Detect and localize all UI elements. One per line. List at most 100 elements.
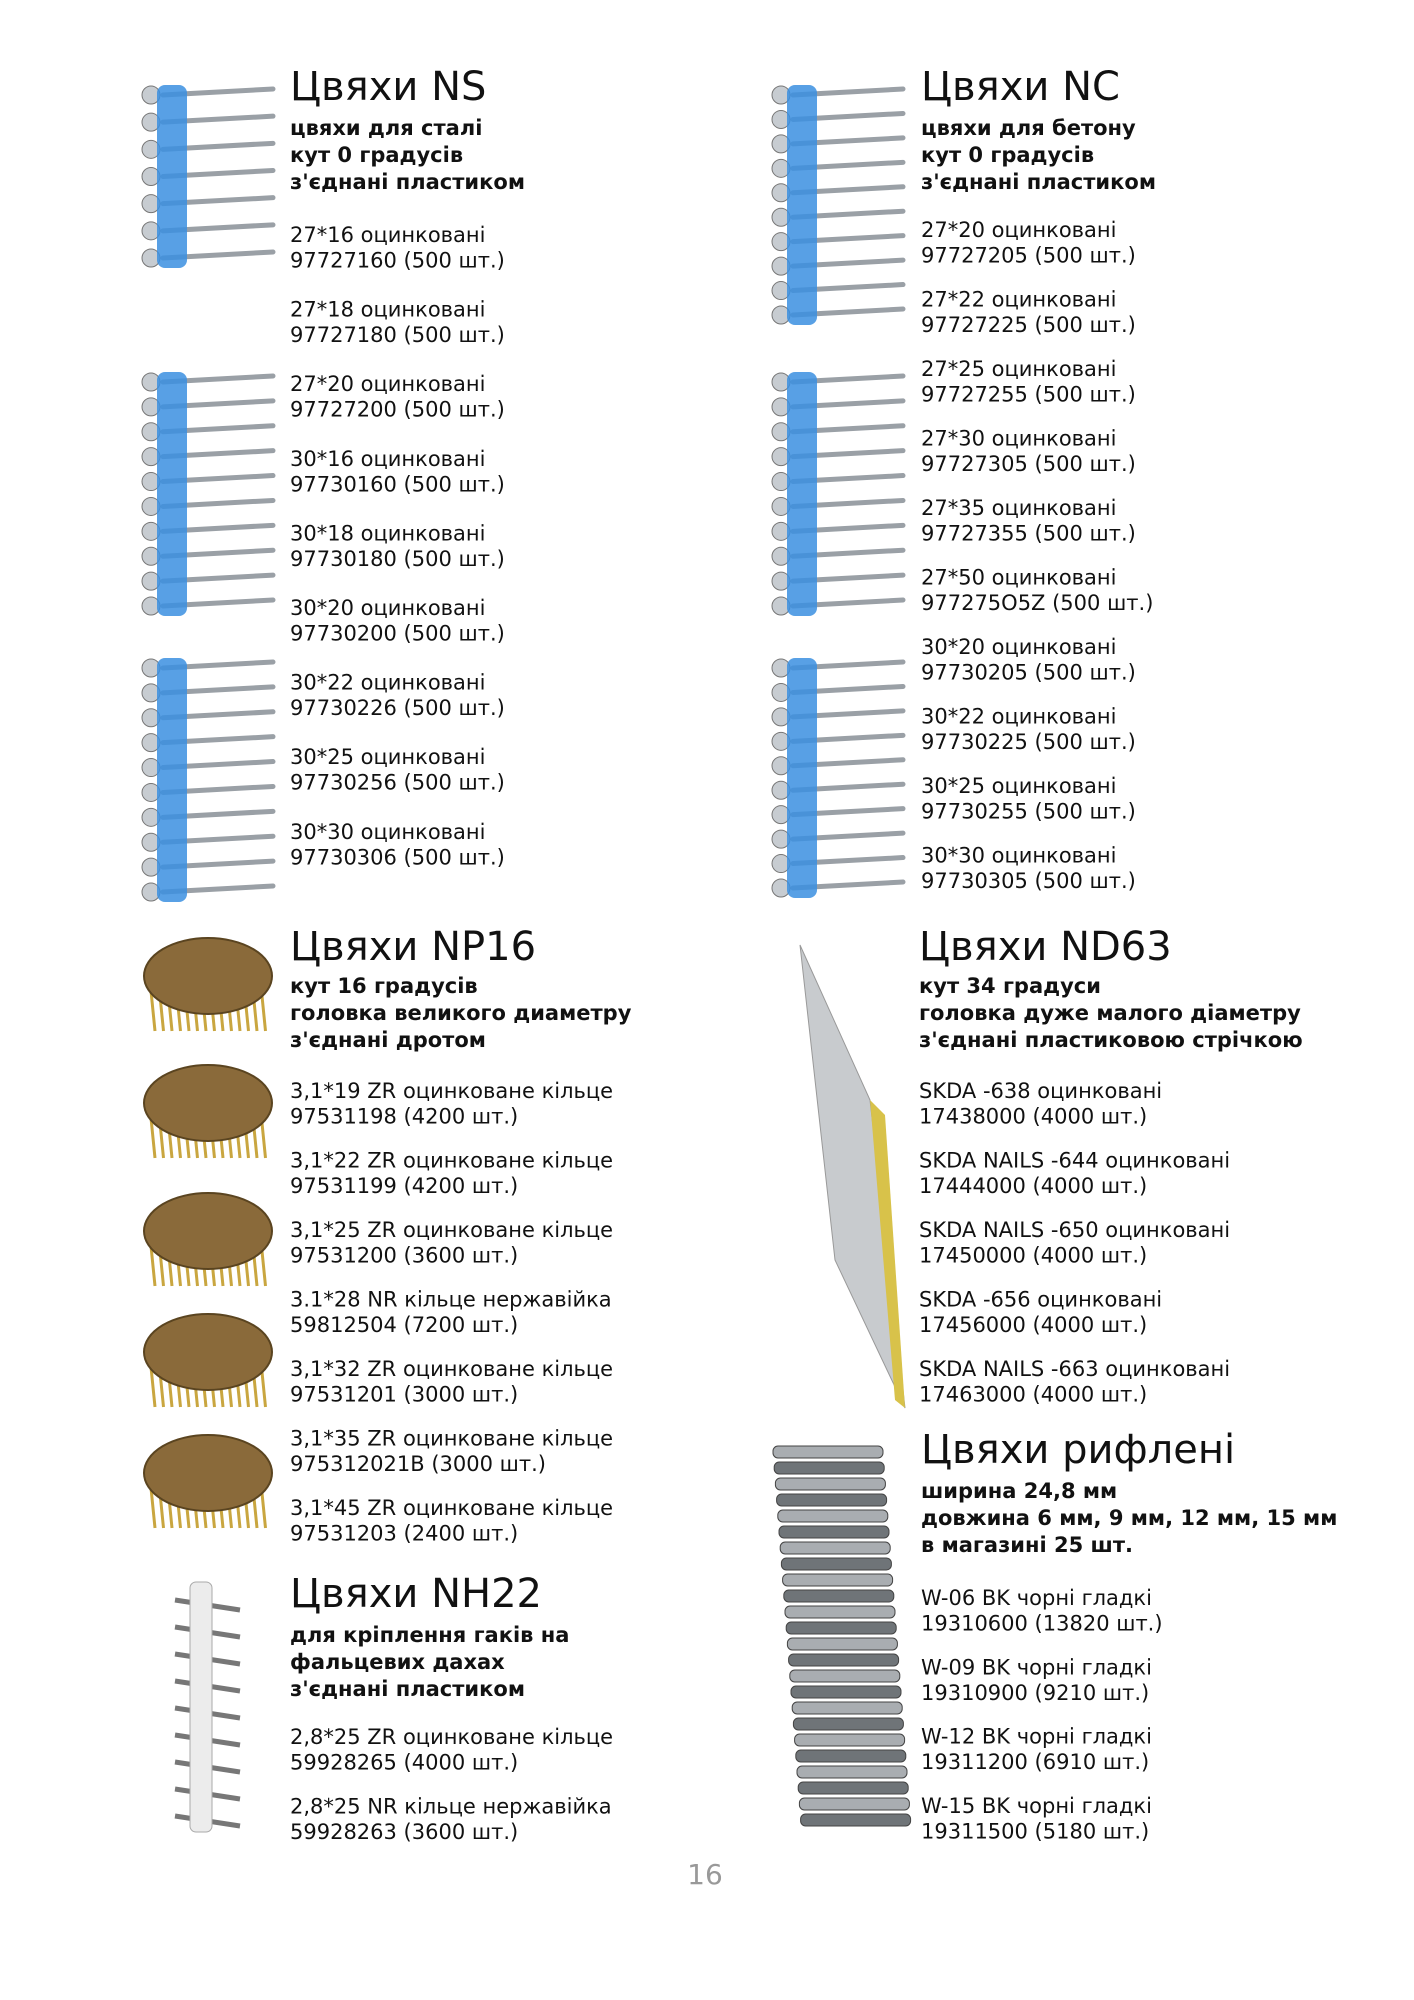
item-name: 27*16 оцинковані xyxy=(290,223,485,247)
coil xyxy=(143,937,273,1015)
item-name: 30*25 оцинковані xyxy=(290,745,485,769)
item-code: 97531203 (2400 шт.) xyxy=(290,1522,518,1546)
item-name: 3,1*32 ZR оцинковане кільце xyxy=(290,1357,613,1381)
item-name: 2,8*25 NR кільце нержавійка xyxy=(290,1794,612,1818)
item-name: 27*35 оцинковані xyxy=(921,496,1116,520)
staple xyxy=(774,1477,886,1491)
staple xyxy=(785,1621,897,1635)
staple xyxy=(780,1557,892,1571)
section-title: Цвяхи NH22 xyxy=(290,1571,542,1617)
item-name: 3,1*22 ZR оцинковане кільце xyxy=(290,1149,613,1173)
section-description: кут 0 градусів xyxy=(290,143,463,167)
section-title: Цвяхи рифлені xyxy=(921,1427,1235,1473)
section-description: з'єднані пластиком xyxy=(290,1677,525,1701)
item-name: 30*20 оцинковані xyxy=(921,635,1116,659)
staple xyxy=(772,1445,884,1459)
staple xyxy=(776,1493,888,1507)
item-code: 19310900 (9210 шт.) xyxy=(921,1681,1149,1705)
section-description: фальцевих дахах xyxy=(290,1650,505,1674)
item-code: 97727225 (500 шт.) xyxy=(921,313,1136,337)
item-code: 17444000 (4000 шт.) xyxy=(919,1174,1147,1198)
item-name: 2,8*25 ZR оцинковане кільце xyxy=(290,1725,613,1749)
item-code: 97727160 (500 шт.) xyxy=(290,249,505,273)
item-code: 97730226 (500 шт.) xyxy=(290,696,505,720)
section-title: Цвяхи NC xyxy=(921,64,1120,110)
hook-strip xyxy=(189,1581,213,1833)
item-code: 97730225 (500 шт.) xyxy=(921,730,1136,754)
item-name: SKDA NAILS -663 оцинковані xyxy=(919,1357,1230,1381)
item-code: 17450000 (4000 шт.) xyxy=(919,1244,1147,1268)
item-name: 27*20 оцинковані xyxy=(290,372,485,396)
item-name: 27*22 оцинковані xyxy=(921,288,1116,312)
item-code: 975312021B (3000 шт.) xyxy=(290,1452,546,1476)
item-name: 30*18 оцинковані xyxy=(290,521,485,545)
item-name: 3.1*28 NR кільце нержавійка xyxy=(290,1288,612,1312)
item-code: 19311500 (5180 шт.) xyxy=(921,1819,1149,1843)
staple xyxy=(800,1813,912,1827)
staple xyxy=(794,1733,906,1747)
nail-band xyxy=(799,944,906,1409)
item-name: 3,1*19 ZR оцинковане кільце xyxy=(290,1079,613,1103)
page-number: 16 xyxy=(687,1858,723,1891)
section-description: з'єднані дротом xyxy=(290,1028,486,1052)
item-name: 30*20 оцинковані xyxy=(290,596,485,620)
plastic-strip xyxy=(157,85,187,268)
plastic-strip xyxy=(157,658,187,902)
item-code: 97730180 (500 шт.) xyxy=(290,547,505,571)
item-code: 97727180 (500 шт.) xyxy=(290,323,505,347)
plastic-strip xyxy=(787,658,817,898)
item-code: 97531200 (3600 шт.) xyxy=(290,1244,518,1268)
item-name: W-06 BK чорні гладкі xyxy=(921,1586,1152,1610)
item-name: 30*22 оцинковані xyxy=(921,705,1116,729)
plastic-strip xyxy=(157,372,187,616)
staple xyxy=(783,1589,895,1603)
staple xyxy=(779,1541,891,1555)
item-code: 97730306 (500 шт.) xyxy=(290,845,505,869)
item-name: SKDA -638 оцинковані xyxy=(919,1079,1162,1103)
item-code: 97727205 (500 шт.) xyxy=(921,244,1136,268)
staple xyxy=(791,1701,903,1715)
plastic-strip xyxy=(787,372,817,616)
item-code: 97727305 (500 шт.) xyxy=(921,452,1136,476)
item-code: 97727355 (500 шт.) xyxy=(921,522,1136,546)
item-name: 27*25 оцинковані xyxy=(921,357,1116,381)
item-code: 17463000 (4000 шт.) xyxy=(919,1383,1147,1407)
plastic-strip xyxy=(787,85,817,325)
item-code: 97730200 (500 шт.) xyxy=(290,622,505,646)
section-description: цвяхи для бетону xyxy=(921,116,1136,140)
nail-band-tape xyxy=(870,1100,905,1408)
staple xyxy=(789,1669,901,1683)
item-name: 27*20 оцинковані xyxy=(921,218,1116,242)
item-name: 27*50 оцинковані xyxy=(921,566,1116,590)
staple xyxy=(778,1525,890,1539)
item-name: 30*30 оцинковані xyxy=(290,820,485,844)
staple xyxy=(795,1749,907,1763)
staple xyxy=(797,1781,909,1795)
item-code: 59928265 (4000 шт.) xyxy=(290,1751,518,1775)
staple xyxy=(773,1461,885,1475)
staple xyxy=(796,1765,908,1779)
section-title: Цвяхи ND63 xyxy=(919,924,1172,970)
item-name: 27*30 оцинковані xyxy=(921,427,1116,451)
section-description: кут 16 градусів xyxy=(290,974,478,998)
section-description: довжина 6 мм, 9 мм, 12 мм, 15 мм xyxy=(921,1506,1337,1530)
item-code: 19311200 (6910 шт.) xyxy=(921,1750,1149,1774)
section-title: Цвяхи NP16 xyxy=(290,924,536,970)
item-code: 977275O5Z (500 шт.) xyxy=(921,591,1153,615)
section-description: кут 0 градусів xyxy=(921,143,1094,167)
coil xyxy=(143,1192,273,1270)
staple xyxy=(786,1637,898,1651)
item-code: 97531199 (4200 шт.) xyxy=(290,1174,518,1198)
coil xyxy=(143,1434,273,1512)
item-code: 97730305 (500 шт.) xyxy=(921,869,1136,893)
staple xyxy=(782,1573,894,1587)
section-description: з'єднані пластиковою стрічкою xyxy=(919,1028,1303,1052)
item-code: 97531198 (4200 шт.) xyxy=(290,1105,518,1129)
item-name: SKDA NAILS -644 оцинковані xyxy=(919,1149,1230,1173)
item-name: 30*30 оцинковані xyxy=(921,844,1116,868)
staple xyxy=(790,1685,902,1699)
section-description: з'єднані пластиком xyxy=(290,170,525,194)
item-name: 3,1*35 ZR оцинковане кільце xyxy=(290,1427,613,1451)
section-description: ширина 24,8 мм xyxy=(921,1479,1117,1503)
